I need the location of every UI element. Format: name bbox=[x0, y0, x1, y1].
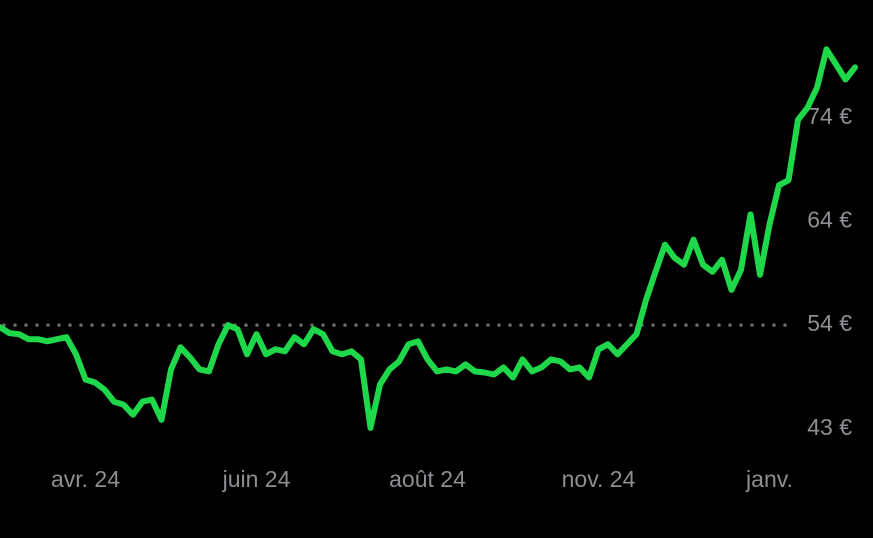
y-tick-label: 74 € bbox=[807, 103, 852, 129]
y-tick-label: 64 € bbox=[807, 207, 852, 233]
y-tick-label: 43 € bbox=[807, 414, 852, 440]
x-tick-label: août 24 bbox=[389, 466, 466, 492]
y-tick-label: 54 € bbox=[807, 310, 852, 336]
x-tick-label: juin 24 bbox=[222, 466, 291, 492]
x-tick-label: janv. bbox=[745, 466, 793, 492]
price-line bbox=[0, 46, 858, 431]
x-tick-label: nov. 24 bbox=[562, 466, 636, 492]
x-tick-label: avr. 24 bbox=[51, 466, 120, 492]
